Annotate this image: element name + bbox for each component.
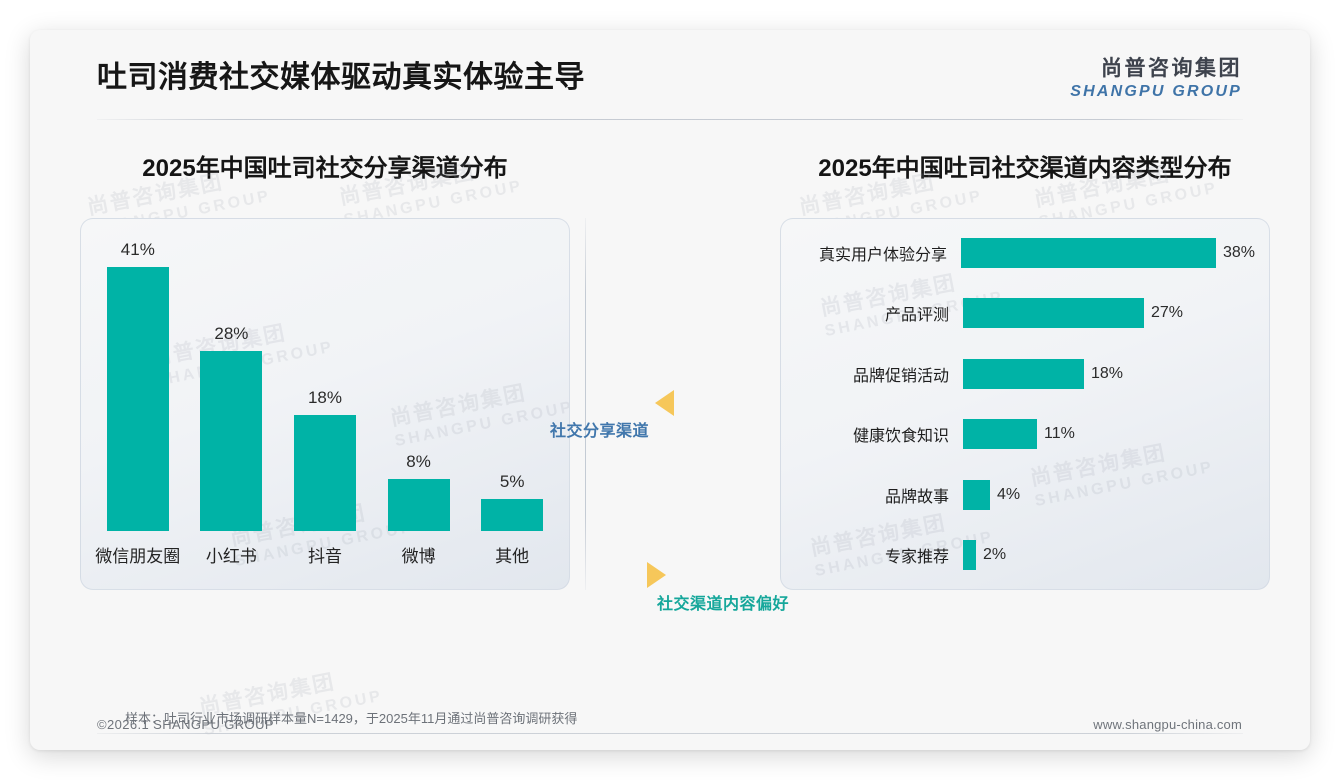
- bar-category-label: 真实用户体验分享: [818, 247, 947, 264]
- charts-area: 2025年中国吐司社交分享渠道分布 尚普咨询集团 SHANGPU GROUP 尚…: [30, 120, 1310, 672]
- slide-footer: ©2026.1 SHANGPU GROUP www.shangpu-china.…: [30, 704, 1310, 750]
- bar-row: 品牌促销活动 18%: [803, 358, 1255, 390]
- header-divider: [97, 119, 1243, 120]
- column-bar-item: 28%: [200, 225, 263, 531]
- column-bar-value: 5%: [499, 472, 525, 491]
- bar-fill: [963, 419, 1037, 450]
- logo-english-name: SHANGPU GROUP: [1070, 83, 1242, 100]
- source-note: 样本：吐司行业市场调研样本量N=1429，于2025年11月通过尚普咨询调研获得: [125, 711, 578, 726]
- column-bar: [293, 415, 356, 531]
- bar-track: 27%: [963, 298, 1255, 329]
- column-bar-value: 18%: [307, 388, 342, 407]
- triangle-left-icon: [655, 390, 674, 416]
- horizontal-bar-chart: 真实用户体验分享 38% 产品评测 27% 品牌促销活动 18% 健康饮食知识 11% 品牌故事…: [803, 237, 1255, 571]
- bar-value-label: 11%: [1044, 425, 1075, 443]
- bar-row: 产品评测 27%: [803, 297, 1255, 329]
- logo-chinese-name: 尚普咨询集团: [1101, 57, 1242, 80]
- slide-header: 吐司消费社交媒体驱动真实体验主导 尚普咨询集团 SHANGPU GROUP: [30, 30, 1310, 119]
- bar-track: 4%: [963, 479, 1255, 510]
- vertical-bar-chart: 41% 28% 18% 8% 5% 微信朋友圈 小红书 抖音 微博 其他: [81, 219, 569, 589]
- bar-value-label: 27%: [1151, 304, 1184, 322]
- bar-category-label: 产品评测: [884, 307, 949, 325]
- bar-category-label: 品牌故事: [884, 488, 949, 506]
- column-bar: [481, 499, 544, 531]
- left-chart-card: 尚普咨询集团 SHANGPU GROUP 尚普咨询集团 SHANGPU GROU…: [80, 218, 570, 590]
- center-divider: [585, 218, 586, 590]
- right-chart-panel: 2025年中国吐司社交渠道内容类型分布 尚普咨询集团 SHANGPU GROUP…: [770, 120, 1280, 672]
- column-category-label: 微信朋友圈: [95, 546, 181, 566]
- bar-row: 健康饮食知识 11%: [803, 418, 1255, 450]
- bar-category-label: 专家推荐: [884, 548, 949, 566]
- bar-value-label: 18%: [1091, 364, 1124, 382]
- left-chart-panel: 2025年中国吐司社交分享渠道分布 尚普咨询集团 SHANGPU GROUP 尚…: [70, 120, 580, 672]
- bar-fill: [963, 358, 1084, 389]
- bar-track: 2%: [963, 539, 1255, 570]
- annotation-right-label: 社交渠道内容偏好: [657, 596, 790, 613]
- bar-track: 11%: [963, 419, 1255, 450]
- right-chart-card: 尚普咨询集团 SHANGPU GROUP 尚普咨询集团 SHANGPU GROU…: [780, 218, 1270, 590]
- bar-value-label: 4%: [997, 485, 1021, 503]
- triangle-right-icon: [647, 562, 666, 588]
- website-link[interactable]: www.shangpu-china.com: [1093, 717, 1242, 732]
- copyright-text: ©2026.1 SHANGPU GROUP: [97, 717, 274, 732]
- bar-fill: [963, 539, 976, 570]
- column-bar-item: 18%: [293, 225, 356, 531]
- bar-fill: [963, 479, 990, 510]
- column-bar-item: 41%: [106, 225, 169, 531]
- vertical-bar-category-axis: 微信朋友圈 小红书 抖音 微博 其他: [91, 541, 559, 567]
- bar-value-label: 38%: [1222, 244, 1255, 261]
- left-chart-title: 2025年中国吐司社交分享渠道分布: [142, 155, 508, 182]
- bar-track: 18%: [963, 358, 1255, 389]
- column-bar-value: 8%: [406, 452, 431, 471]
- note-divider: [97, 733, 1243, 734]
- annotation-left-label: 社交分享渠道: [550, 423, 650, 440]
- column-bar: [200, 351, 263, 531]
- vertical-bar-plot: 41% 28% 18% 8% 5%: [91, 225, 559, 531]
- bar-value-label: 2%: [983, 545, 1007, 563]
- bar-track: 38%: [960, 238, 1255, 268]
- bar-row: 专家推荐 2%: [803, 539, 1255, 571]
- column-bar: [387, 479, 450, 531]
- column-bar-value: 28%: [214, 324, 249, 343]
- bar-fill: [960, 238, 1216, 268]
- slide-canvas: 吐司消费社交媒体驱动真实体验主导 尚普咨询集团 SHANGPU GROUP 20…: [30, 30, 1310, 750]
- column-category-label: 抖音: [307, 546, 342, 566]
- bar-row: 品牌故事 4%: [803, 479, 1255, 511]
- bar-category-label: 品牌促销活动: [852, 367, 949, 385]
- column-bar-item: 8%: [387, 225, 450, 531]
- bar-category-label: 健康饮食知识: [852, 428, 949, 446]
- right-chart-title: 2025年中国吐司社交渠道内容类型分布: [818, 155, 1232, 182]
- column-category-label: 其他: [495, 546, 530, 566]
- bar-row: 真实用户体验分享 38%: [803, 237, 1255, 269]
- column-bar-value: 41%: [120, 240, 155, 259]
- column-bar-item: 5%: [481, 225, 544, 531]
- page-title: 吐司消费社交媒体驱动真实体验主导: [97, 61, 585, 94]
- brand-logo: 尚普咨询集团 SHANGPU GROUP: [1070, 58, 1242, 100]
- column-bar: [106, 267, 169, 531]
- column-category-label: 小红书: [205, 546, 257, 566]
- bar-fill: [963, 298, 1144, 329]
- column-category-label: 微博: [401, 546, 436, 566]
